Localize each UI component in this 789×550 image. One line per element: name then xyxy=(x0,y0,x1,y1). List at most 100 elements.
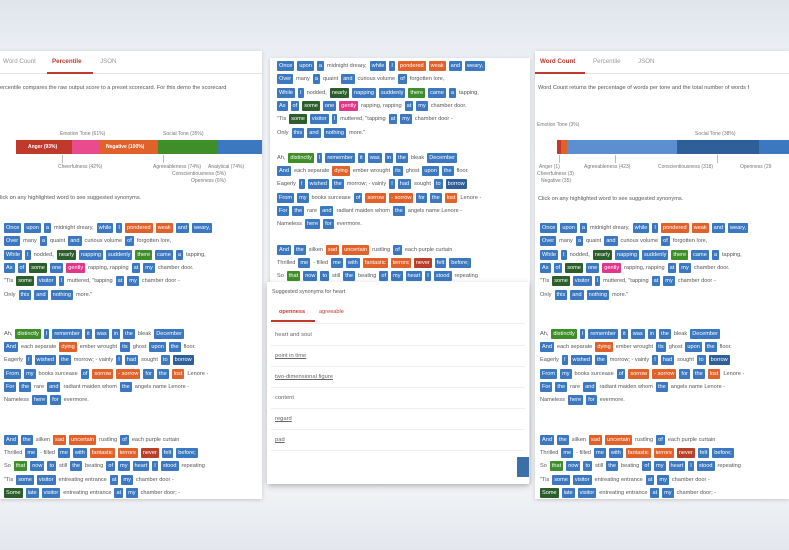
highlighted-word[interactable]: I xyxy=(298,179,305,190)
highlighted-word[interactable]: some xyxy=(16,474,34,485)
highlighted-word[interactable]: of xyxy=(120,434,129,445)
highlighted-word[interactable]: one xyxy=(49,262,64,273)
highlighted-word[interactable]: to xyxy=(160,355,170,366)
highlighted-word[interactable]: came xyxy=(691,249,709,260)
tab-json[interactable]: JSON xyxy=(100,58,117,65)
highlighted-word[interactable]: sad xyxy=(589,434,603,445)
highlighted-word[interactable]: I xyxy=(316,152,323,163)
highlighted-word[interactable]: I xyxy=(561,249,567,260)
highlighted-word[interactable]: From xyxy=(277,192,295,203)
highlighted-word[interactable]: was xyxy=(630,328,645,339)
highlighted-word[interactable]: my xyxy=(24,368,36,379)
highlighted-word[interactable]: at xyxy=(388,114,398,125)
popup-tab-agreeable[interactable]: agreeable xyxy=(319,309,344,315)
highlighted-word[interactable]: And xyxy=(277,244,291,255)
highlighted-word[interactable]: visitor xyxy=(36,276,56,287)
highlighted-word[interactable]: my xyxy=(126,487,138,498)
highlighted-word[interactable]: nearly xyxy=(56,249,77,260)
highlighted-word[interactable]: for xyxy=(50,395,61,406)
highlighted-word[interactable]: the xyxy=(606,461,618,472)
highlighted-word[interactable]: of xyxy=(106,461,116,472)
highlighted-word[interactable]: the xyxy=(123,328,135,339)
highlighted-word[interactable]: remember xyxy=(588,328,618,339)
tab-json[interactable]: JSON xyxy=(638,58,655,65)
highlighted-word[interactable]: wished xyxy=(34,355,56,366)
highlighted-word[interactable]: For xyxy=(540,382,553,392)
highlighted-word[interactable]: with xyxy=(345,257,360,268)
highlighted-word[interactable]: before; xyxy=(176,447,198,458)
highlighted-word[interactable]: From xyxy=(4,368,22,379)
highlighted-word[interactable]: As xyxy=(4,262,15,273)
highlighted-word[interactable]: upon xyxy=(149,342,166,353)
highlighted-word[interactable]: my xyxy=(297,192,309,203)
highlighted-word[interactable]: the xyxy=(659,328,671,339)
highlighted-word[interactable]: at xyxy=(114,487,124,498)
highlighted-word[interactable]: and xyxy=(711,223,726,233)
highlighted-word[interactable]: the xyxy=(70,461,82,472)
highlighted-word[interactable]: some xyxy=(16,276,34,287)
highlighted-word[interactable]: a xyxy=(39,236,47,247)
highlighted-word[interactable]: nothing xyxy=(50,289,73,300)
highlighted-word[interactable]: weak xyxy=(428,61,446,71)
highlighted-word[interactable]: late xyxy=(561,487,575,498)
highlighted-word[interactable]: came xyxy=(155,249,173,260)
bar-segment-openness[interactable] xyxy=(759,140,789,154)
highlighted-word[interactable]: suddenly xyxy=(641,249,669,260)
highlighted-word[interactable]: me xyxy=(298,257,311,268)
highlighted-word[interactable]: at xyxy=(651,276,661,287)
highlighted-word[interactable]: - sorrow xyxy=(116,368,141,379)
highlighted-word[interactable]: I xyxy=(25,249,31,260)
popup-action-button[interactable] xyxy=(517,457,529,477)
highlighted-word[interactable]: my xyxy=(663,276,675,287)
synonym-option[interactable]: point in time xyxy=(275,353,307,359)
highlighted-word[interactable]: to xyxy=(696,355,706,366)
highlighted-word[interactable]: here xyxy=(31,395,48,406)
highlighted-word[interactable]: of xyxy=(642,461,652,472)
highlighted-word[interactable]: I xyxy=(579,328,586,339)
highlighted-word[interactable]: some xyxy=(29,262,47,273)
highlighted-word[interactable]: wished xyxy=(570,355,592,366)
highlighted-word[interactable]: uncertain xyxy=(605,434,633,445)
highlighted-word[interactable]: remember xyxy=(52,328,82,339)
highlighted-word[interactable]: heart xyxy=(132,461,150,472)
highlighted-word[interactable]: I xyxy=(331,114,338,125)
highlighted-word[interactable]: to xyxy=(433,179,443,190)
bar-segment-negative[interactable]: Negative (100%) xyxy=(100,140,158,154)
highlighted-word[interactable]: Over xyxy=(277,74,294,85)
bar-segment-analytical[interactable] xyxy=(218,140,262,154)
highlighted-word[interactable]: now xyxy=(30,461,45,472)
highlighted-word[interactable]: felt xyxy=(697,447,710,458)
highlighted-word[interactable]: this xyxy=(291,127,305,138)
highlighted-word[interactable]: before; xyxy=(449,257,471,268)
highlighted-word[interactable]: that xyxy=(286,271,301,282)
highlighted-word[interactable]: Once xyxy=(4,223,22,233)
highlighted-word[interactable]: I xyxy=(298,87,304,98)
highlighted-word[interactable]: napping xyxy=(615,249,639,260)
bar-segment-social[interactable] xyxy=(158,140,218,154)
highlighted-word[interactable]: here xyxy=(304,219,321,230)
highlighted-word[interactable]: the xyxy=(441,166,454,177)
highlighted-word[interactable]: and xyxy=(570,289,584,300)
highlighted-word[interactable]: napping xyxy=(352,87,376,98)
highlighted-word[interactable]: visitor xyxy=(577,487,597,498)
highlighted-word[interactable]: the xyxy=(392,206,405,216)
highlighted-word[interactable]: I xyxy=(152,461,158,472)
highlighted-word[interactable]: borrow xyxy=(708,355,730,366)
highlighted-word[interactable]: December xyxy=(427,152,457,163)
highlighted-word[interactable]: of xyxy=(290,100,300,111)
highlighted-word[interactable]: Once xyxy=(540,223,558,233)
highlighted-word[interactable]: the xyxy=(704,342,717,353)
highlighted-word[interactable]: had xyxy=(124,355,139,366)
highlighted-word[interactable]: borrow xyxy=(172,355,194,366)
highlighted-word[interactable]: the xyxy=(343,271,355,282)
highlighted-word[interactable]: upon xyxy=(560,223,577,233)
highlighted-word[interactable]: upon xyxy=(24,223,41,233)
highlighted-word[interactable]: came xyxy=(428,87,446,98)
highlighted-word[interactable]: my xyxy=(118,461,130,472)
highlighted-word[interactable]: and xyxy=(320,206,334,216)
highlighted-word[interactable]: And xyxy=(540,342,554,353)
highlighted-word[interactable]: a xyxy=(575,236,583,247)
highlighted-word[interactable]: upon xyxy=(685,342,702,353)
bar-segment-conscientiousness[interactable] xyxy=(677,140,759,154)
highlighted-word[interactable]: the xyxy=(594,355,607,366)
